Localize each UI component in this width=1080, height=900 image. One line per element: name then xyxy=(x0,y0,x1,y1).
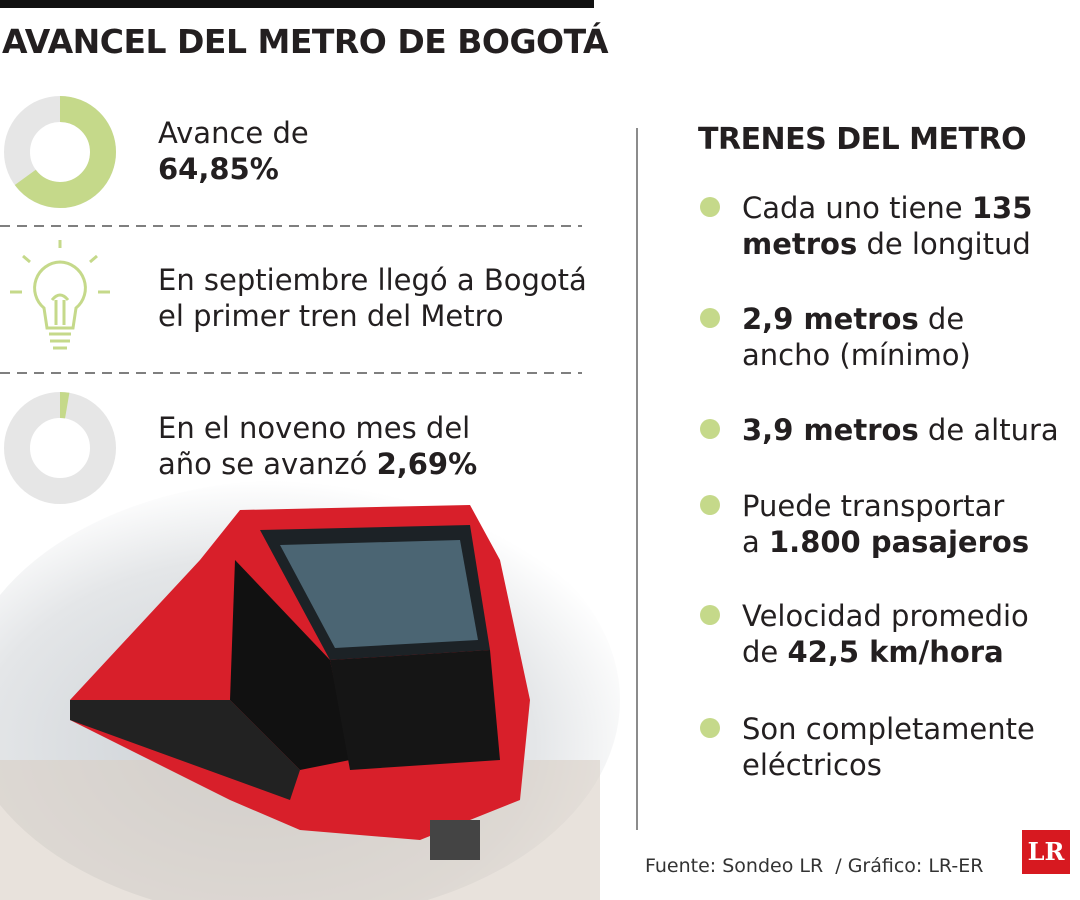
fact-line: ancho (mínimo) xyxy=(742,337,971,373)
fact-line: Puede transportar xyxy=(742,488,1029,524)
bullet xyxy=(700,495,720,515)
fact-text: Cada uno tiene xyxy=(742,191,972,225)
fact-text: 1.800 pasajeros xyxy=(769,525,1030,559)
fact-line: Son completamente xyxy=(742,711,1035,747)
fact-text: ancho (mínimo) xyxy=(742,338,971,372)
stat-line: En el noveno mes del xyxy=(158,411,471,445)
fact-text: a xyxy=(742,525,769,559)
train-fact: 3,9 metros de altura xyxy=(742,412,1059,448)
fact-line: de 42,5 km/hora xyxy=(742,634,1029,670)
logo: LR xyxy=(1022,830,1070,874)
fact-text: Puede transportar xyxy=(742,489,1005,523)
fact-text: de altura xyxy=(918,413,1059,447)
stat-value: 64,85% xyxy=(158,152,279,186)
fact-line: 2,9 metros de xyxy=(742,301,971,337)
donut-value xyxy=(4,96,116,208)
donut-value xyxy=(4,392,116,504)
bulb-icon xyxy=(10,240,110,350)
bullet xyxy=(700,308,720,328)
stat-line: el primer tren del Metro xyxy=(158,299,504,333)
bullet xyxy=(700,197,720,217)
train-fact: Son completamente eléctricos xyxy=(742,711,1035,783)
train-fact: Puede transportar a 1.800 pasajeros xyxy=(742,488,1029,560)
fact-text: 3,9 metros xyxy=(742,413,919,447)
fact-line: Velocidad promedio xyxy=(742,598,1029,634)
fact-text: de xyxy=(918,302,965,336)
fact-text: 42,5 km/hora xyxy=(787,635,1004,669)
stat-line: Avance de xyxy=(158,116,309,150)
fact-line: metros de longitud xyxy=(742,226,1032,262)
train-photo xyxy=(0,480,620,900)
stat-text: En septiembre llegó a Bogotá el primer tr… xyxy=(158,262,587,334)
fact-line: 3,9 metros de altura xyxy=(742,412,1059,448)
stat-text: En el noveno mes del año se avanzó 2,69% xyxy=(158,410,477,482)
stat-line: año se avanzó 2,69% xyxy=(158,447,478,481)
stat-line: En septiembre llegó a Bogotá xyxy=(158,263,587,297)
train-fact: Velocidad promedio de 42,5 km/hora xyxy=(742,598,1029,670)
fact-line: a 1.800 pasajeros xyxy=(742,524,1029,560)
stat-value: 2,69% xyxy=(376,447,478,481)
train-fact: 2,9 metros de ancho (mínimo) xyxy=(742,301,971,373)
source: Fuente: Sondeo LR / Gráfico: LR-ER xyxy=(645,855,984,877)
top-bar xyxy=(0,0,594,8)
title: AVANCEL DEL METRO DE BOGOTÁ xyxy=(2,22,609,61)
fact-text: Son completamente xyxy=(742,712,1035,746)
fact-line: eléctricos xyxy=(742,747,1035,783)
bullet xyxy=(700,605,720,625)
fact-text: 2,9 metros xyxy=(742,302,919,336)
fact-line: Cada uno tiene 135 xyxy=(742,190,1032,226)
train-fact: Cada uno tiene 135 metros de longitud xyxy=(742,190,1032,262)
fact-text: eléctricos xyxy=(742,748,882,782)
fact-text: metros xyxy=(742,227,858,261)
fact-text: Velocidad promedio xyxy=(742,599,1029,633)
bullet xyxy=(700,419,720,439)
fact-text: de xyxy=(742,635,788,669)
section-title: TRENES DEL METRO xyxy=(698,122,1027,157)
bullet xyxy=(700,718,720,738)
stat-text: Avance de 64,85% xyxy=(158,115,309,187)
fact-text: 135 xyxy=(971,191,1033,225)
fact-text: de longitud xyxy=(857,227,1031,261)
